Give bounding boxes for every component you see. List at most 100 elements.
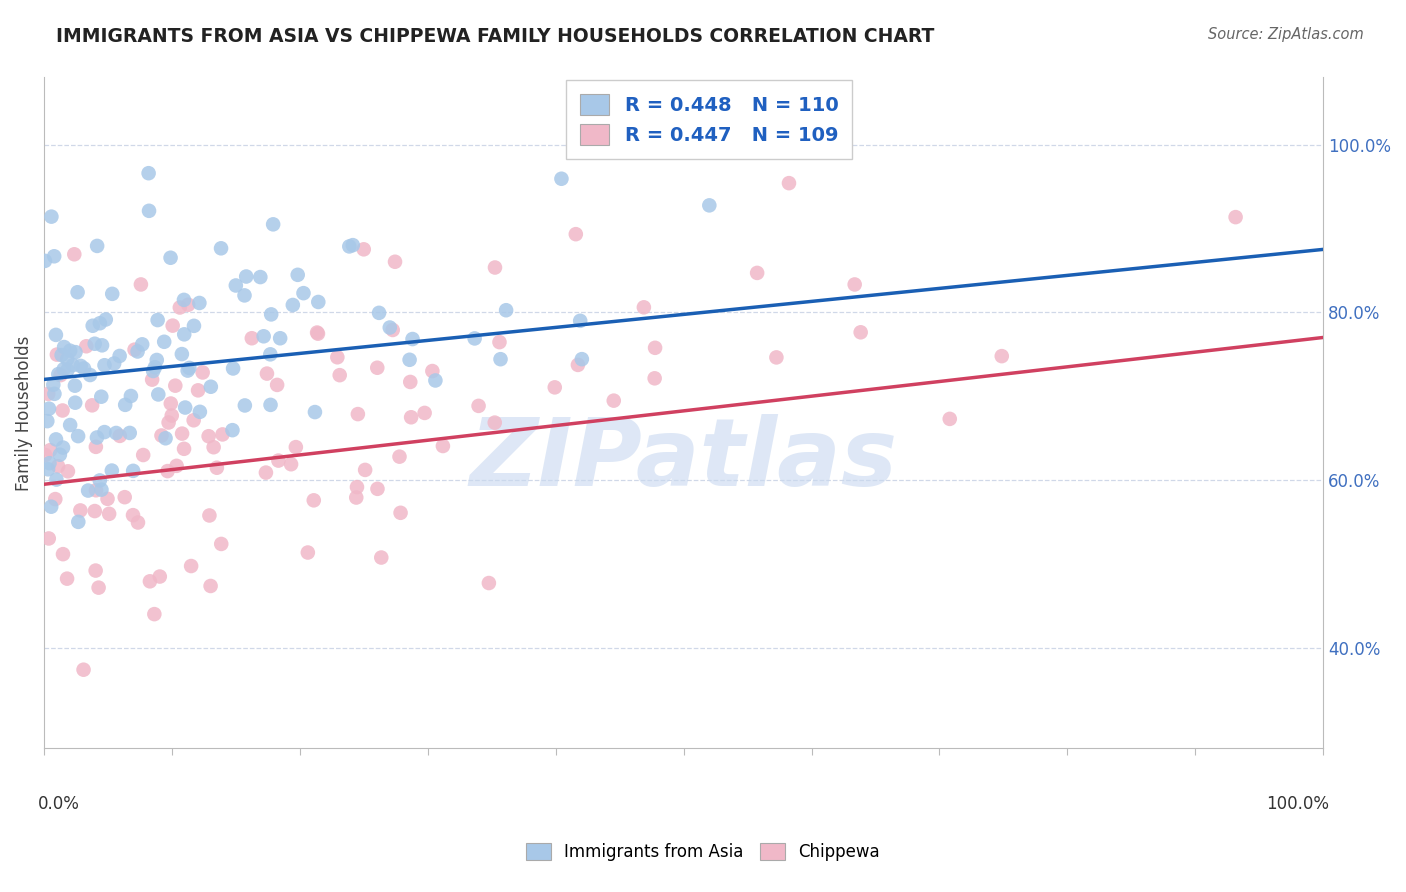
Point: [82, 398, 104, 412]
Point: [42, 377, 65, 392]
Point: [484, 416, 506, 430]
Point: [569, 314, 592, 328]
Point: [849, 326, 872, 340]
Point: [422, 364, 444, 378]
Point: [205, 460, 228, 475]
Point: [165, 378, 187, 392]
Point: [388, 450, 411, 464]
Point: [399, 410, 422, 425]
Point: [84, 440, 107, 454]
Point: [389, 506, 412, 520]
Point: [202, 440, 225, 454]
Point: [344, 491, 367, 505]
Legend: Immigrants from Asia, Chippewa: Immigrants from Asia, Chippewa: [519, 836, 887, 868]
Legend: R = 0.448   N = 110, R = 0.447   N = 109: R = 0.448 N = 110, R = 0.447 N = 109: [567, 80, 852, 159]
Point: [105, 425, 128, 440]
Point: [124, 343, 146, 357]
Point: [304, 405, 326, 419]
Point: [307, 295, 329, 310]
Point: [287, 268, 309, 282]
Point: [52, 547, 75, 561]
Point: [354, 463, 377, 477]
Point: [197, 429, 219, 443]
Point: [467, 399, 489, 413]
Point: [129, 277, 152, 292]
Point: [90, 483, 112, 497]
Point: [200, 380, 222, 394]
Point: [489, 352, 512, 367]
Point: [342, 238, 364, 252]
Point: [49, 448, 72, 462]
Text: 0.0%: 0.0%: [38, 796, 80, 814]
Point: [302, 493, 325, 508]
Point: [51, 348, 73, 362]
Point: [353, 243, 375, 257]
Point: [571, 352, 593, 367]
Point: [269, 331, 291, 345]
Point: [370, 550, 392, 565]
Point: [233, 399, 256, 413]
Point: [77, 483, 100, 498]
Point: [45, 348, 67, 362]
Point: [191, 366, 214, 380]
Point: [699, 198, 721, 212]
Point: [69, 359, 91, 373]
Point: [235, 269, 257, 284]
Point: [38, 401, 60, 416]
Point: [644, 341, 666, 355]
Point: [567, 358, 589, 372]
Point: [378, 320, 401, 334]
Point: [464, 331, 486, 345]
Point: [65, 345, 87, 359]
Point: [150, 428, 173, 442]
Point: [209, 241, 232, 255]
Point: [114, 490, 136, 504]
Point: [198, 508, 221, 523]
Point: [38, 532, 60, 546]
Point: [37, 387, 59, 401]
Point: [56, 464, 79, 478]
Point: [221, 423, 243, 437]
Point: [366, 360, 388, 375]
Point: [56, 363, 79, 377]
Point: [101, 286, 124, 301]
Point: [72, 663, 94, 677]
Point: [183, 413, 205, 427]
Point: [166, 458, 188, 473]
Point: [138, 166, 160, 180]
Point: [98, 507, 121, 521]
Point: [75, 339, 97, 353]
Point: [425, 374, 447, 388]
Point: [176, 363, 198, 377]
Point: [747, 266, 769, 280]
Point: [381, 323, 404, 337]
Point: [146, 353, 169, 368]
Point: [93, 358, 115, 372]
Point: [169, 301, 191, 315]
Point: [52, 441, 75, 455]
Point: [170, 347, 193, 361]
Point: [45, 327, 67, 342]
Point: [337, 239, 360, 253]
Point: [52, 362, 75, 376]
Point: [52, 403, 75, 417]
Point: [259, 347, 281, 361]
Point: [82, 318, 104, 333]
Point: [172, 426, 194, 441]
Point: [174, 401, 197, 415]
Point: [66, 285, 89, 300]
Point: [266, 378, 288, 392]
Point: [122, 508, 145, 523]
Point: [173, 327, 195, 342]
Point: [329, 368, 352, 383]
Point: [188, 296, 211, 310]
Point: [118, 425, 141, 440]
Point: [83, 504, 105, 518]
Point: [398, 352, 420, 367]
Text: ZIPatlas: ZIPatlas: [470, 414, 897, 506]
Point: [63, 395, 86, 409]
Point: [159, 396, 181, 410]
Point: [89, 474, 111, 488]
Point: [155, 431, 177, 445]
Point: [346, 480, 368, 494]
